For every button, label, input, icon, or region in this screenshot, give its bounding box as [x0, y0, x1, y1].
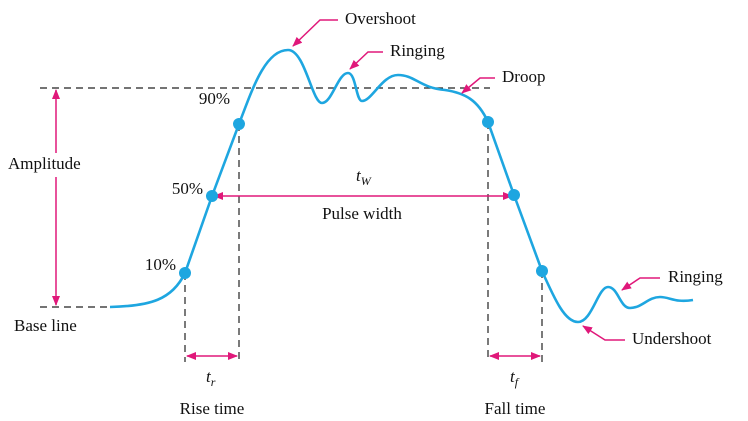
base-line-label: Base line	[14, 316, 77, 335]
subscript: W	[361, 174, 372, 188]
symbol: t	[206, 367, 212, 386]
overshoot-label: Overshoot	[345, 9, 416, 28]
subscript: f	[515, 375, 520, 389]
measure-arrows	[52, 89, 541, 360]
callout-lines	[292, 19, 660, 341]
undershoot-label: Undershoot	[632, 329, 712, 348]
ringing-label: Ringing	[390, 41, 445, 60]
fall-time-label: Fall time	[485, 399, 546, 418]
rise-time-symbol: tr	[206, 367, 216, 389]
fall-time-symbol: tf	[510, 367, 520, 389]
subscript: r	[211, 375, 216, 389]
level-label: 10%	[145, 255, 176, 274]
pulse-waveform	[109, 48, 694, 324]
symbol: t	[356, 166, 362, 185]
ringing-label: Ringing	[668, 267, 723, 286]
rise-time-label: Rise time	[180, 399, 245, 418]
symbol: t	[510, 367, 516, 386]
pulse-width-label: Pulse width	[322, 204, 402, 223]
level-points	[179, 116, 548, 279]
level-label: 90%	[199, 89, 230, 108]
level-label: 50%	[172, 179, 203, 198]
droop-label: Droop	[502, 67, 545, 86]
amplitude-label: Amplitude	[8, 154, 81, 173]
pulse-width-symbol: tW	[356, 166, 372, 188]
reference-lines	[40, 87, 543, 362]
